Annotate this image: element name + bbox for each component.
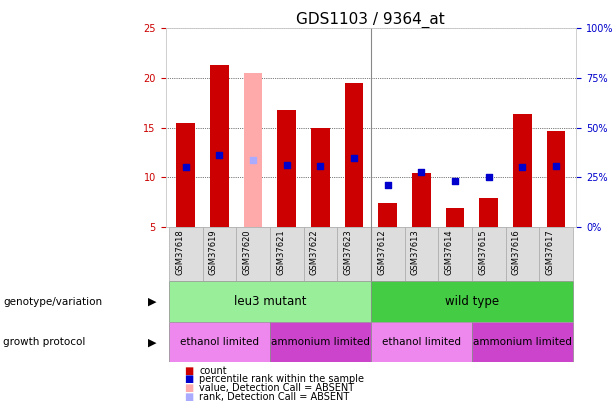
Text: ■: ■ <box>184 366 193 375</box>
Text: ammonium limited: ammonium limited <box>473 337 572 347</box>
Text: ■: ■ <box>184 392 193 402</box>
Bar <box>345 83 364 227</box>
Bar <box>236 227 270 281</box>
Bar <box>210 65 229 227</box>
Text: genotype/variation: genotype/variation <box>3 297 102 307</box>
Text: GSM37615: GSM37615 <box>478 230 487 275</box>
Point <box>316 163 326 170</box>
Bar <box>371 281 573 322</box>
Bar <box>405 227 438 281</box>
Text: ammonium limited: ammonium limited <box>271 337 370 347</box>
Bar <box>270 322 371 362</box>
Text: GSM37621: GSM37621 <box>276 230 285 275</box>
Bar <box>303 227 337 281</box>
Text: ▶: ▶ <box>148 297 156 307</box>
Text: ▶: ▶ <box>148 337 156 347</box>
Text: ethanol limited: ethanol limited <box>382 337 461 347</box>
Bar <box>244 73 262 227</box>
Text: ■: ■ <box>184 384 193 393</box>
Text: GSM37618: GSM37618 <box>175 230 184 275</box>
Point <box>484 174 493 181</box>
Bar <box>412 173 430 227</box>
Bar <box>378 203 397 227</box>
Text: GSM37612: GSM37612 <box>377 230 386 275</box>
Text: GSM37617: GSM37617 <box>546 230 554 275</box>
Text: GSM37620: GSM37620 <box>242 230 251 275</box>
Point <box>282 162 292 168</box>
Bar <box>472 227 506 281</box>
Text: growth protocol: growth protocol <box>3 337 85 347</box>
Bar <box>169 227 202 281</box>
Bar <box>371 322 472 362</box>
Bar <box>169 281 371 322</box>
Bar <box>202 227 236 281</box>
Title: GDS1103 / 9364_at: GDS1103 / 9364_at <box>297 12 445 28</box>
Bar <box>278 110 296 227</box>
Text: count: count <box>199 366 227 375</box>
Point <box>215 152 224 159</box>
Bar <box>311 128 330 227</box>
Text: percentile rank within the sample: percentile rank within the sample <box>199 375 364 384</box>
Bar <box>169 322 270 362</box>
Bar <box>479 198 498 227</box>
Text: ■: ■ <box>184 375 193 384</box>
Point <box>517 164 527 171</box>
Bar <box>446 208 464 227</box>
Text: GSM37623: GSM37623 <box>343 230 352 275</box>
Text: ethanol limited: ethanol limited <box>180 337 259 347</box>
Text: rank, Detection Call = ABSENT: rank, Detection Call = ABSENT <box>199 392 349 402</box>
Text: wild type: wild type <box>445 295 499 308</box>
Text: leu3 mutant: leu3 mutant <box>234 295 306 308</box>
Point <box>181 164 191 171</box>
Bar <box>371 227 405 281</box>
Point <box>450 178 460 184</box>
Bar <box>337 227 371 281</box>
Point <box>551 163 561 170</box>
Text: GSM37613: GSM37613 <box>411 230 420 275</box>
Bar <box>438 227 472 281</box>
Point <box>349 155 359 162</box>
Text: GSM37614: GSM37614 <box>444 230 454 275</box>
Bar <box>539 227 573 281</box>
Point <box>383 182 392 188</box>
Text: GSM37622: GSM37622 <box>310 230 319 275</box>
Bar <box>177 123 195 227</box>
Text: value, Detection Call = ABSENT: value, Detection Call = ABSENT <box>199 384 354 393</box>
Text: GSM37619: GSM37619 <box>208 230 218 275</box>
Text: GSM37616: GSM37616 <box>512 230 520 275</box>
Bar <box>472 322 573 362</box>
Bar <box>506 227 539 281</box>
Bar <box>547 130 565 227</box>
Bar <box>513 114 531 227</box>
Bar <box>270 227 303 281</box>
Point <box>248 157 258 164</box>
Point <box>416 169 426 175</box>
